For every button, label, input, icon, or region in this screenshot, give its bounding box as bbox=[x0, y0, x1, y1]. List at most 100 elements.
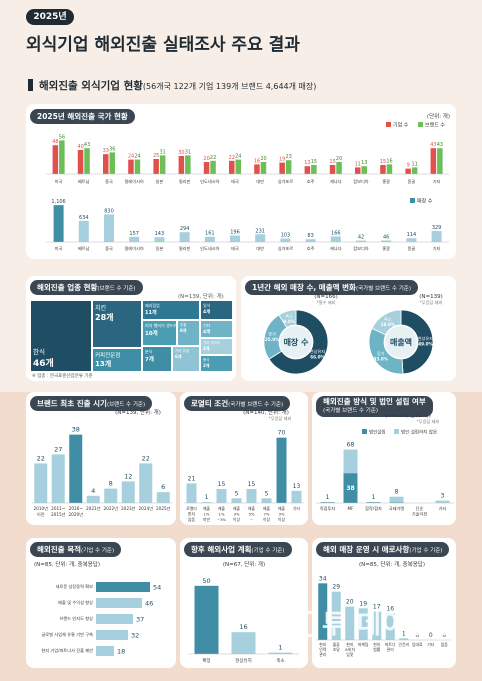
donut-1-center-label: 매출액 bbox=[390, 337, 412, 347]
royalty-cat-4-0: 매출 bbox=[248, 506, 255, 511]
bar-companies-6 bbox=[203, 162, 210, 174]
difficulty-cat-1-0: 물류 bbox=[333, 642, 340, 647]
bar-stores-2 bbox=[104, 214, 114, 242]
sector-cell-10: 기타 외국식 2개 bbox=[200, 338, 233, 355]
purpose-cat-3: 글로벌 사업체 유통 기반 구축 bbox=[41, 631, 93, 638]
bar-companies-7 bbox=[229, 160, 235, 174]
entry-cat-4-0: 2022년 bbox=[103, 505, 118, 511]
country-label-2: 중국 bbox=[105, 179, 113, 185]
donut-0-meta2: *철수 제외 bbox=[317, 299, 336, 306]
royalty-value-4: 15 bbox=[248, 481, 256, 488]
purpose-value-0: 54 bbox=[153, 584, 161, 592]
label-stores-8: 231 bbox=[255, 228, 265, 234]
entry-value-6: 22 bbox=[142, 454, 150, 462]
plan-cat-1: 현상유지 bbox=[235, 657, 252, 664]
sector-value-5: 8개 bbox=[180, 328, 187, 333]
entry-bar-7 bbox=[156, 492, 170, 503]
label-companies-11: 15 bbox=[329, 159, 335, 165]
difficulty-bar-6 bbox=[399, 638, 409, 640]
difficulty-value-4: 17 bbox=[373, 604, 381, 611]
store-country-label-11: 캐나다 bbox=[330, 245, 342, 252]
difficulty-value-5: 16 bbox=[386, 605, 394, 612]
bar-brands-2 bbox=[109, 152, 115, 174]
entry-value-5: 12 bbox=[124, 472, 132, 480]
bar-stores-6 bbox=[204, 236, 215, 242]
difficulty-cat-0-2: 관리 bbox=[319, 652, 326, 657]
plan-value-0: 50 bbox=[202, 577, 210, 585]
bar-brands-15 bbox=[437, 148, 443, 174]
royalty-value-6: 70 bbox=[278, 430, 286, 437]
bar-stores-10 bbox=[305, 239, 316, 242]
country-label-15: 기타 bbox=[433, 178, 441, 185]
donut-1-center bbox=[385, 326, 417, 358]
bar-companies-0 bbox=[52, 145, 59, 174]
bar-brands-1 bbox=[84, 148, 90, 174]
country-label-13: 홍콩 bbox=[382, 178, 390, 184]
store-country-label-1: 베트남 bbox=[78, 245, 90, 252]
purpose-value-2: 37 bbox=[136, 616, 144, 624]
purpose-bar-0 bbox=[96, 582, 150, 592]
entry-cat-7-0: 2025년 bbox=[156, 505, 171, 511]
label-brands-4: 31 bbox=[160, 149, 166, 155]
label-companies-13: 15 bbox=[380, 159, 386, 165]
difficulty-bar-2 bbox=[345, 606, 355, 640]
sector-value-3: 11개 bbox=[145, 310, 157, 316]
royalty-cat-1-0: 매출 bbox=[203, 506, 210, 511]
royalty-cat-5-2: 이상 bbox=[263, 517, 270, 522]
entry-value-3: 4 bbox=[91, 487, 95, 495]
sector-label-11: 중식 bbox=[203, 358, 210, 362]
royalty-cat-4-2: ~ bbox=[250, 517, 253, 522]
method-inner-1: 38 bbox=[346, 485, 354, 492]
country-label-4: 일본 bbox=[156, 178, 164, 184]
label-companies-15: 43 bbox=[430, 142, 436, 148]
method-total-3: 8 bbox=[395, 489, 399, 496]
bar-companies-3 bbox=[128, 159, 134, 174]
royalty-title: 로열티 조건(국가별 브랜드 수 기준) bbox=[184, 396, 291, 411]
donut-0-slice-0 bbox=[268, 309, 329, 375]
method-legend-swatch-1 bbox=[394, 429, 399, 434]
difficulty-cat-0-1: 인력 bbox=[319, 647, 326, 652]
label-brands-15: 43 bbox=[437, 142, 443, 148]
store-country-label-6: 인도네시아 bbox=[200, 245, 219, 252]
purpose-bar-3 bbox=[96, 630, 128, 640]
royalty-cat-1-1: 1% bbox=[203, 512, 209, 517]
year-badge: 2025년 bbox=[26, 9, 74, 25]
entry-value-7: 6 bbox=[161, 483, 165, 491]
store-country-label-7: 태국 bbox=[231, 245, 239, 252]
royalty-cat-1-2: 미만 bbox=[203, 517, 210, 522]
label-brands-14: 11 bbox=[412, 161, 418, 167]
method-cat-3-0: 국제가맹 bbox=[389, 505, 405, 512]
bar-brands-9 bbox=[285, 160, 292, 174]
watermark-text: 투 데이신문 bbox=[322, 610, 457, 640]
royalty-bar-6 bbox=[276, 437, 287, 503]
donut-1-value-1: 33.0% bbox=[373, 356, 388, 361]
bar-brands-8 bbox=[260, 162, 267, 174]
bar-stores-7 bbox=[230, 235, 240, 242]
sector-cell-1: 치킨 28개 bbox=[92, 300, 142, 348]
donut-1-label-2: 축소 bbox=[384, 315, 392, 322]
sector-value-0: 46개 bbox=[33, 359, 54, 369]
country-label-9: 싱가포르 bbox=[278, 178, 294, 185]
difficulty-cat-3-0: 마케팅 bbox=[358, 642, 369, 647]
label-companies-9: 19 bbox=[279, 157, 285, 163]
entry-bar-5 bbox=[121, 481, 135, 503]
method-meta2: *무응답 제외 bbox=[417, 418, 440, 425]
sector-label-0: 한식 bbox=[33, 348, 45, 356]
difficulty-cat-8-0: 기타 bbox=[427, 642, 434, 647]
royalty-cat-0-1: 받지 bbox=[188, 512, 195, 517]
sector-cell-8: 일식 4개 bbox=[200, 300, 233, 320]
plan-title-text: 향후 해외사업 계획 bbox=[191, 545, 252, 554]
bar-stores-3 bbox=[129, 236, 140, 242]
bar-companies-12 bbox=[355, 167, 361, 174]
difficulty-bar-1 bbox=[331, 591, 341, 640]
change-title-small: (국가별 브랜드 수 기준) bbox=[355, 286, 412, 292]
plan-chart: (N=67, 단위: 개) 50 확장 16 현상유지 1 축소 bbox=[188, 560, 299, 664]
store-country-label-5: 필리핀 bbox=[179, 245, 191, 252]
entry-value-4: 8 bbox=[109, 480, 113, 488]
entry-cat-5-0: 2023년 bbox=[121, 505, 136, 511]
difficulty-cat-0-0: 현지 bbox=[319, 642, 326, 647]
sector-cell-11: 중식 2개 bbox=[200, 355, 233, 372]
purpose-bar-4 bbox=[96, 646, 114, 656]
difficulty-value-2: 20 bbox=[346, 599, 354, 606]
sector-footnote: ※ 업종 : 한국표준산업분류 기준 bbox=[32, 374, 93, 379]
